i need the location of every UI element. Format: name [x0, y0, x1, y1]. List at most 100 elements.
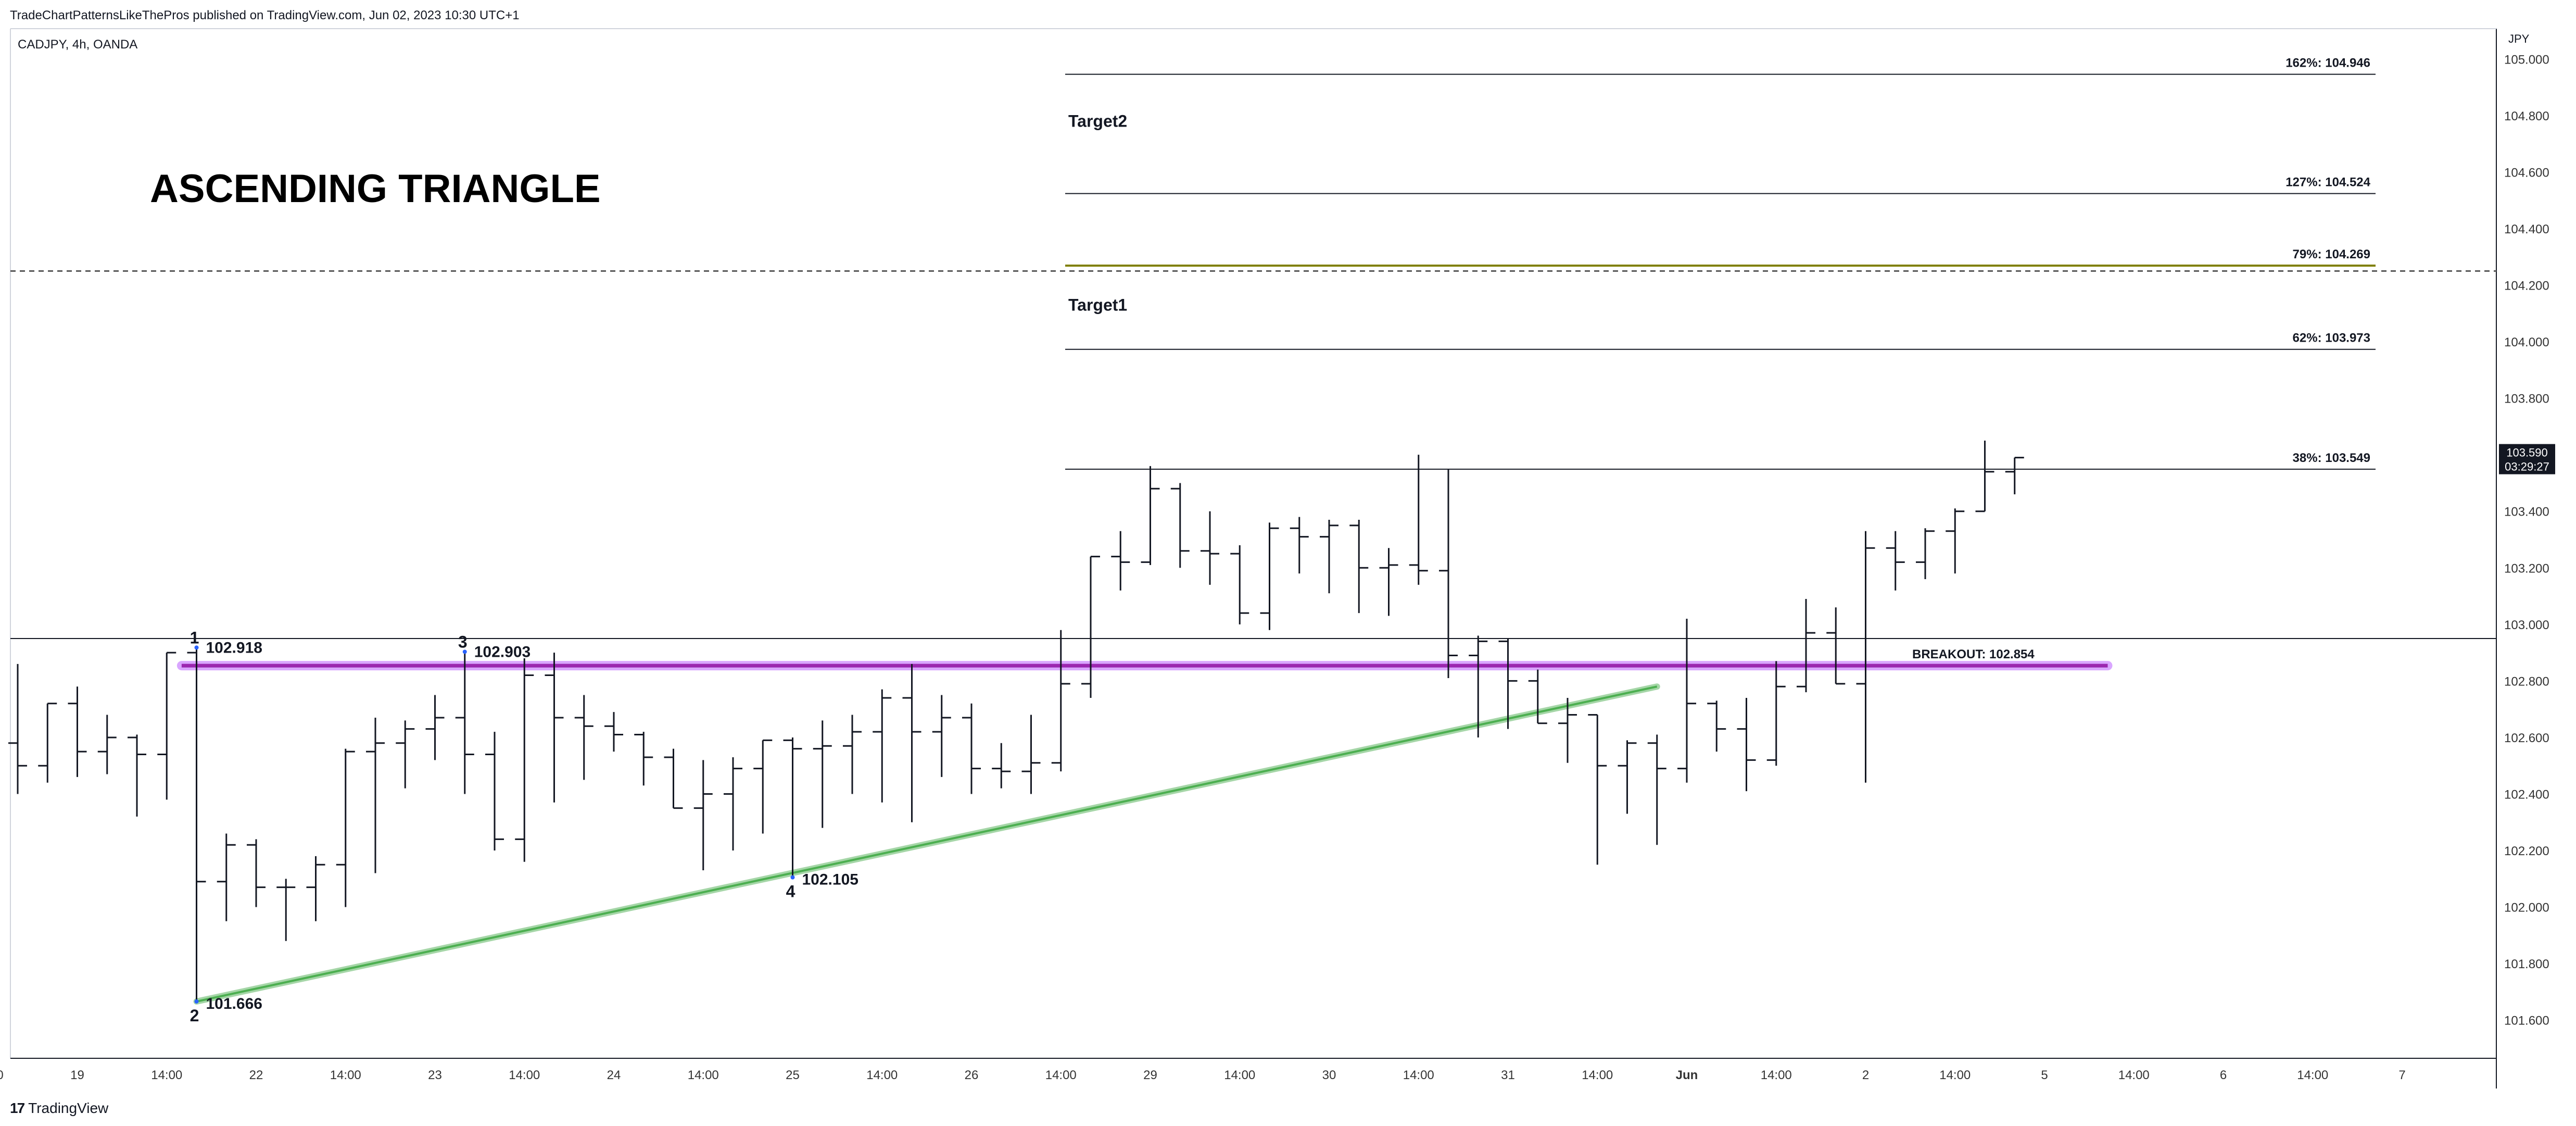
pivot-number: 4 — [786, 882, 795, 901]
last-price-tag — [2499, 444, 2555, 474]
ohlc-bar — [1826, 607, 1846, 685]
ohlc-bar — [336, 748, 355, 907]
x-axis-tick-label: 14:00 — [1939, 1068, 1971, 1082]
y-axis-tick-label: 102.800 — [2504, 674, 2549, 689]
ohlc-bar — [1409, 455, 1428, 585]
x-axis-tick-label: 7 — [2398, 1068, 2405, 1082]
ohlc-bar — [306, 856, 325, 921]
pivot-price-label: 102.903 — [474, 643, 531, 660]
ohlc-bar — [1797, 598, 1815, 693]
ohlc-bar — [187, 647, 206, 1002]
ohlc-bar — [1081, 556, 1100, 698]
ohlc-bar — [157, 652, 176, 800]
x-axis-tick-label: 5 — [2041, 1068, 2048, 1082]
x-axis-tick-label: 24 — [607, 1068, 621, 1082]
ohlc-bar — [962, 703, 981, 794]
ohlc-bar — [366, 717, 385, 873]
y-axis-tick-label: 104.000 — [2504, 335, 2549, 349]
ohlc-bar — [1618, 740, 1637, 814]
x-axis-tick-label: 29 — [1143, 1068, 1157, 1082]
ohlc-bar — [1707, 700, 1726, 752]
ohlc-bar — [1379, 548, 1398, 616]
pivot-price-label: 102.105 — [802, 871, 858, 889]
ohlc-bar — [515, 658, 534, 862]
target-label: Target1 — [1068, 295, 1127, 314]
ohlc-bar — [1230, 545, 1249, 624]
ohlc-bar — [813, 720, 832, 828]
target-label: Target2 — [1068, 112, 1127, 131]
x-axis-tick-label: 14:00 — [0, 1068, 4, 1082]
fib-level-label: 127%: 104.524 — [2285, 176, 2370, 190]
tradingview-logo[interactable]: 17 TradingView — [10, 1100, 108, 1117]
y-axis-tick-label: 102.400 — [2504, 788, 2549, 802]
ohlc-bar — [455, 652, 474, 794]
ohlc-bar — [2005, 457, 2024, 495]
y-axis-tick-label: 103.800 — [2504, 392, 2549, 406]
y-axis-tick-label: 104.600 — [2504, 166, 2549, 180]
ohlc-bar — [1946, 508, 1965, 574]
ohlc-bar — [1469, 635, 1488, 737]
symbol-line: CADJPY, 4h, OANDA — [18, 37, 137, 52]
ohlc-bar — [992, 743, 1011, 789]
ohlc-bar — [1975, 441, 1994, 512]
x-axis-tick-label: 14:00 — [1403, 1068, 1434, 1082]
fib-level-label: 62%: 103.973 — [2293, 331, 2370, 345]
x-axis-tick-label: 14:00 — [509, 1068, 540, 1082]
ohlc-bar — [664, 748, 683, 809]
ohlc-bar — [217, 833, 236, 921]
x-axis-tick-label: 14:00 — [330, 1068, 361, 1082]
support-line — [196, 685, 1658, 1003]
ohlc-bar — [574, 695, 594, 780]
ohlc-bar — [1320, 520, 1338, 594]
ohlc-bar — [1201, 511, 1219, 585]
ohlc-bar — [1886, 531, 1905, 591]
pivot-number: 1 — [190, 628, 199, 647]
fib-level-label: 162%: 104.946 — [2285, 56, 2370, 70]
ohlc-bar — [1170, 483, 1190, 568]
ohlc-bar — [1528, 669, 1547, 724]
x-axis-tick-label: 14:00 — [1761, 1068, 1792, 1082]
ohlc-bar — [843, 715, 862, 794]
x-axis-tick-label: 23 — [428, 1068, 442, 1082]
y-axis-tick-label: 103.400 — [2504, 505, 2549, 519]
x-axis-tick-label: 14:00 — [2297, 1068, 2328, 1082]
currency-label: JPY — [2508, 32, 2530, 45]
pivot-marker — [462, 649, 467, 654]
x-axis-tick-label: 6 — [2220, 1068, 2227, 1082]
ohlc-bar — [247, 839, 266, 907]
ohlc-bar — [1647, 734, 1666, 845]
y-axis-tick-label: 102.000 — [2504, 901, 2549, 915]
ohlc-bar — [8, 664, 27, 794]
ohlc-bar — [753, 739, 773, 834]
ohlc-bar — [68, 686, 87, 777]
fib-level-label: 79%: 104.269 — [2293, 247, 2370, 261]
x-axis-tick-label: 26 — [965, 1068, 979, 1082]
y-axis-tick-label: 104.800 — [2504, 109, 2549, 123]
y-axis-tick-label: 105.000 — [2504, 53, 2549, 67]
ohlc-bar — [425, 695, 445, 760]
ohlc-bar — [902, 664, 921, 822]
ohlc-bar — [1290, 517, 1309, 574]
y-axis-tick-label: 104.200 — [2504, 279, 2549, 293]
ohlc-bar — [1498, 638, 1518, 729]
ohlc-bar — [396, 720, 415, 789]
ohlc-bar — [1916, 528, 1935, 579]
x-axis-tick-label: Jun — [1676, 1068, 1698, 1082]
pivot-marker — [194, 999, 199, 1004]
ohlc-bar — [1558, 697, 1577, 763]
x-axis-tick-label: 14:00 — [688, 1068, 719, 1082]
y-axis-tick-label: 103.200 — [2504, 561, 2549, 575]
last-price-value: 103.590 — [2506, 446, 2548, 459]
y-axis-tick-label: 102.600 — [2504, 731, 2549, 745]
publisher-line: TradeChartPatternsLikeThePros published … — [10, 8, 520, 22]
ohlc-bar — [1856, 531, 1875, 783]
x-axis-tick-label: 25 — [786, 1068, 800, 1082]
ohlc-bar — [1021, 715, 1041, 794]
ohlc-bar — [1111, 531, 1130, 591]
ohlc-bar — [1766, 661, 1786, 766]
ohlc-bar — [724, 757, 742, 851]
ohlc-bar — [873, 689, 892, 803]
ohlc-bar — [1260, 522, 1279, 630]
ohlc-bar — [128, 734, 146, 817]
